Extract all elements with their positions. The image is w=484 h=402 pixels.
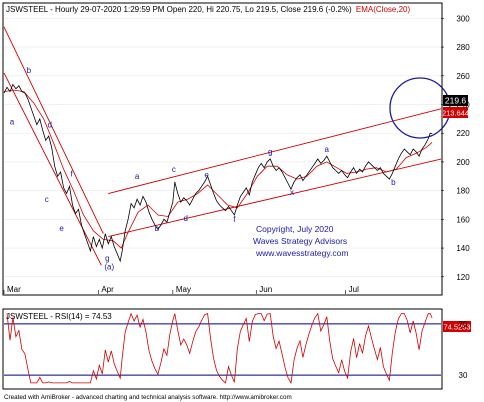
- svg-text:219.6: 219.6: [445, 96, 467, 106]
- wave-label: x: [290, 188, 294, 197]
- wave-label: c: [45, 195, 49, 204]
- x-tick-label: Mar: [7, 285, 21, 294]
- wave-label: d: [47, 120, 51, 129]
- svg-text:74.5253: 74.5253: [443, 323, 470, 332]
- price-line: [3, 83, 433, 263]
- wave-label: f: [70, 169, 73, 178]
- rsi-badge: 74.5253: [443, 321, 471, 332]
- svg-text:213.644: 213.644: [442, 109, 469, 118]
- y-tick-label: 200: [456, 158, 470, 167]
- wave-label: d: [184, 214, 188, 223]
- x-tick-label: Jun: [259, 285, 272, 294]
- ema-legend: EMA(Close,20): [356, 5, 411, 14]
- channel-line: [3, 72, 102, 266]
- wave-label: (a): [104, 263, 114, 272]
- x-tick-label: May: [176, 285, 191, 294]
- chart-header-info: JSWSTEEL - Hourly 29-07-2020 1:29:59 PM …: [6, 5, 352, 14]
- y-tick-label: 120: [456, 273, 470, 282]
- y-tick-label: 140: [456, 244, 470, 253]
- footer-credit: Created with AmiBroker - advanced charti…: [4, 394, 292, 401]
- main-panel-frame: [2, 2, 443, 296]
- wave-label: a: [10, 118, 15, 127]
- channel-line: [3, 26, 104, 234]
- y-tick-label: 260: [456, 72, 470, 81]
- y-tick-label: 280: [456, 43, 470, 52]
- wave-label: e: [59, 224, 64, 233]
- wave-label: b: [391, 178, 396, 187]
- y-tick-label: 300: [456, 14, 470, 23]
- rsi-tick-label: 30: [459, 371, 468, 380]
- wave-label: a: [325, 145, 330, 154]
- wave-label: f: [233, 215, 236, 224]
- wave-label: e: [204, 171, 209, 180]
- copyright-line-2: Waves Strategy Advisors: [253, 236, 347, 246]
- rsi-panel-frame: [2, 308, 443, 390]
- wave-label: b: [155, 224, 160, 233]
- y-tick-label: 180: [456, 187, 470, 196]
- copyright-line-1: Copyright, July 2020: [256, 224, 334, 234]
- close-badge: 219.6: [443, 95, 468, 106]
- rsi-label: JSWSTEEL - RSI(14) = 74.53: [6, 312, 112, 321]
- svg-text:JSWSTEEL - Hourly 29-07-2020 1: JSWSTEEL - Hourly 29-07-2020 1:29:59 PM …: [6, 5, 410, 14]
- x-tick-label: Apr: [101, 285, 114, 294]
- wave-label: a: [135, 172, 140, 181]
- rsi-tick-label: 70: [459, 320, 468, 329]
- wave-label: c: [172, 165, 176, 174]
- y-tick-label: 160: [456, 215, 470, 224]
- ema-badge: 213.644: [442, 107, 469, 118]
- wave-label: g: [105, 254, 109, 263]
- y-tick-label: 220: [456, 129, 470, 138]
- x-tick-label: Jul: [349, 285, 359, 294]
- channel-line: [108, 108, 442, 194]
- rsi-line: [6, 312, 433, 385]
- wave-label: b: [27, 66, 32, 75]
- wave-label: g: [268, 148, 272, 157]
- copyright-line-3: www.wavesstrategy.com: [255, 248, 348, 258]
